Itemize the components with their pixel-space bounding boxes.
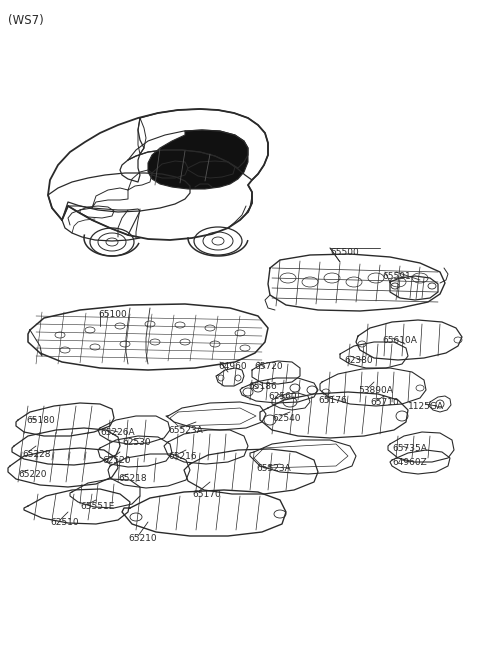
- Text: 65523A: 65523A: [256, 464, 291, 473]
- Text: 65210: 65210: [128, 534, 156, 543]
- Text: 65523A: 65523A: [168, 426, 203, 435]
- Text: 65591: 65591: [382, 272, 411, 281]
- Text: 65180: 65180: [26, 416, 55, 425]
- Text: 65220: 65220: [18, 470, 47, 479]
- Text: 53890A: 53890A: [358, 386, 393, 395]
- Text: 62510: 62510: [50, 518, 79, 527]
- Text: 65551E: 65551E: [80, 502, 114, 511]
- Text: (WS7): (WS7): [8, 14, 44, 27]
- Text: 1125GA: 1125GA: [408, 402, 444, 411]
- Text: 62540: 62540: [272, 414, 300, 423]
- Text: 65610A: 65610A: [382, 336, 417, 345]
- Text: 65100: 65100: [98, 310, 127, 319]
- Text: 62530: 62530: [122, 438, 151, 447]
- Text: 65720: 65720: [254, 362, 283, 371]
- Text: 65216: 65216: [168, 452, 197, 461]
- Text: 62520: 62520: [102, 456, 131, 465]
- Polygon shape: [148, 130, 248, 189]
- Text: 65176: 65176: [318, 396, 347, 405]
- Text: 65735A: 65735A: [392, 444, 427, 453]
- Text: 65228: 65228: [22, 450, 50, 459]
- Text: 65500: 65500: [330, 248, 359, 257]
- Text: 65710: 65710: [370, 398, 399, 407]
- Text: 64960: 64960: [218, 362, 247, 371]
- Text: 65186: 65186: [248, 382, 277, 391]
- Text: 64960Z: 64960Z: [392, 458, 427, 467]
- Text: 62380: 62380: [344, 356, 372, 365]
- Text: 65170: 65170: [192, 490, 221, 499]
- Text: 62560: 62560: [268, 392, 297, 401]
- Text: 65218: 65218: [118, 474, 146, 483]
- Text: 65226A: 65226A: [100, 428, 134, 437]
